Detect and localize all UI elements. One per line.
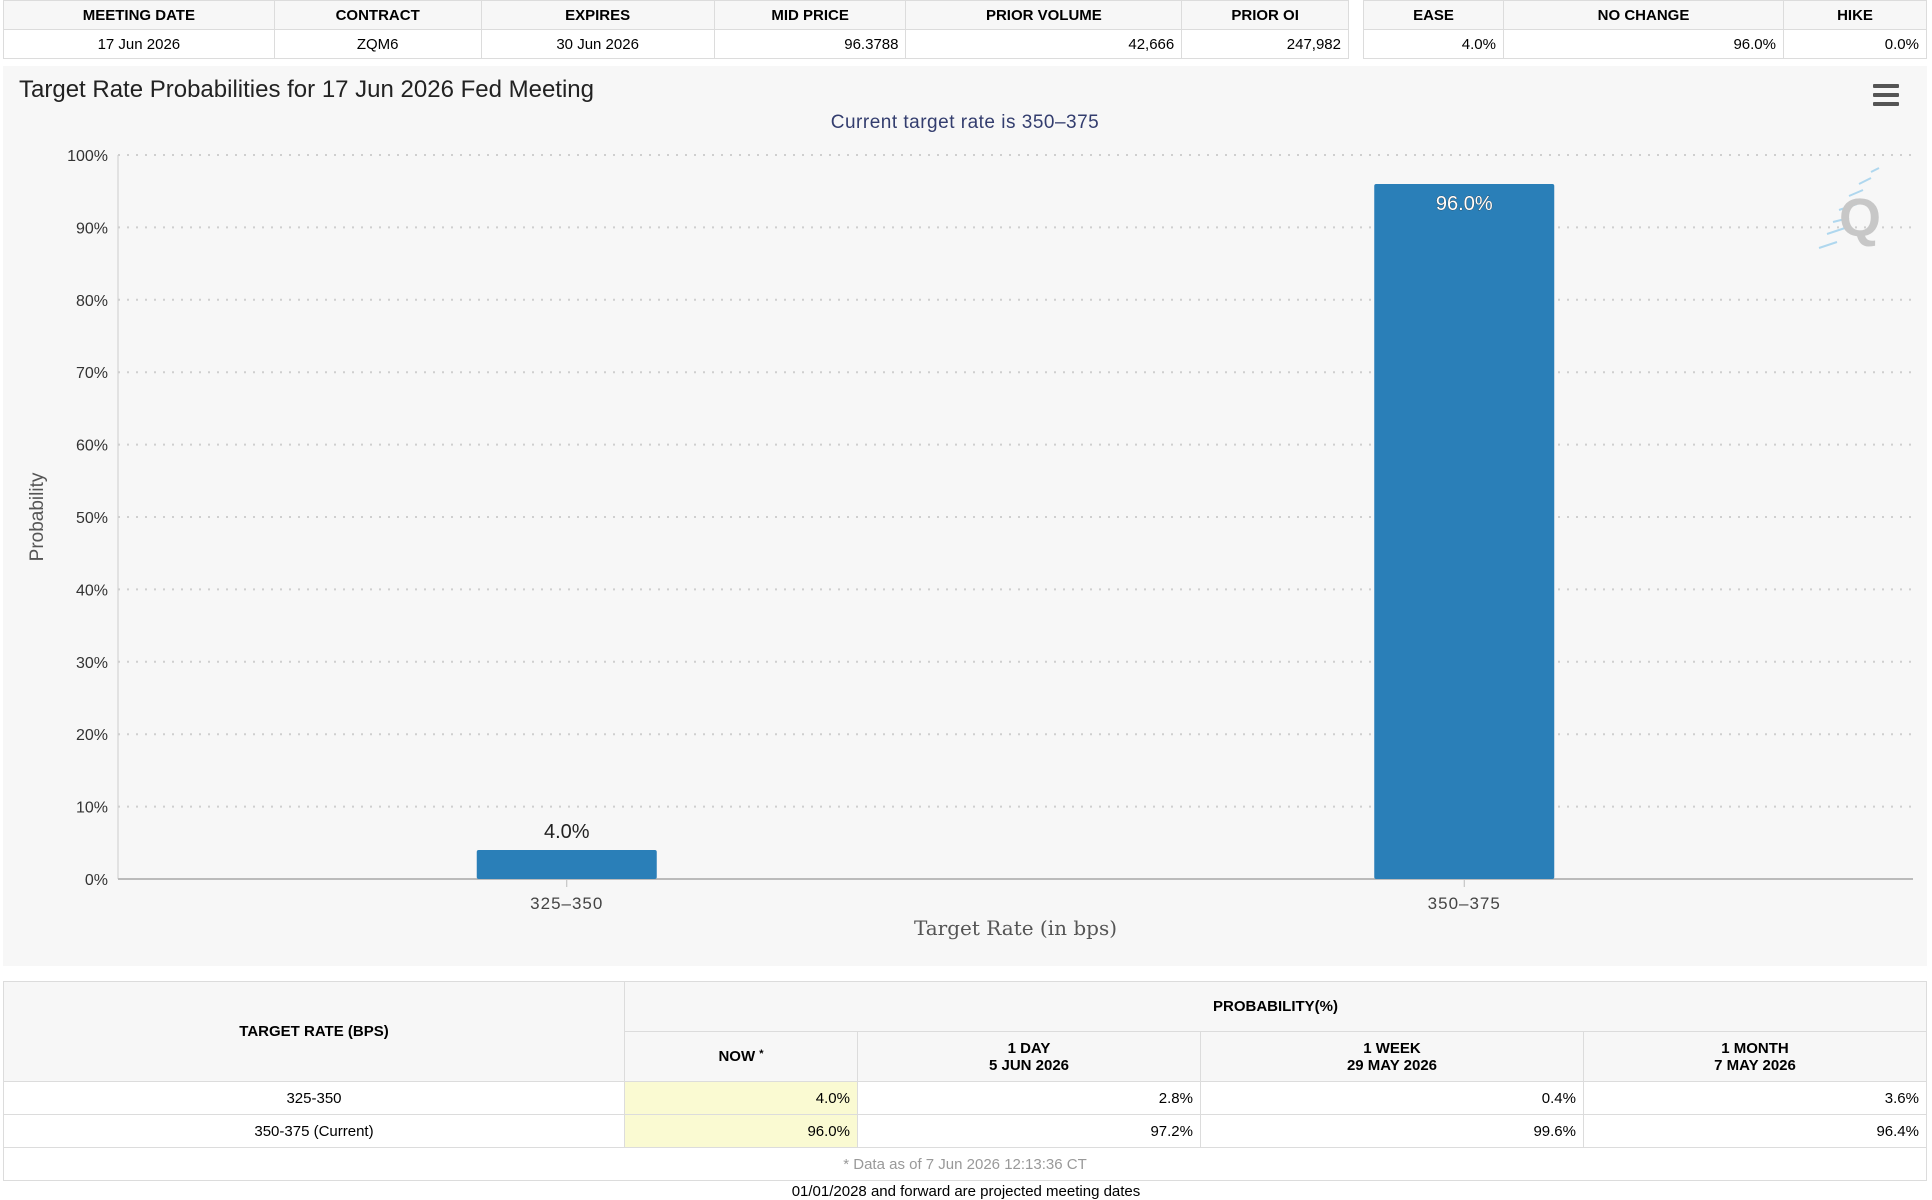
header-hike[interactable]: HIKE: [1783, 0, 1927, 30]
header-meeting-date[interactable]: MEETING DATE: [3, 0, 275, 30]
y-tick-label: 20%: [76, 727, 108, 744]
meeting-date-value: 17 Jun 2026: [3, 29, 275, 59]
y-tick-label: 70%: [76, 365, 108, 382]
prior-oi-value: 247,982: [1181, 29, 1349, 59]
probability-column-row: NOW * 1 DAY 5 JUN 2026 1 WEEK 29 MAY 202…: [4, 1031, 1927, 1082]
y-tick-label: 40%: [76, 582, 108, 599]
header-1-day-label: 1 DAY: [1007, 1039, 1051, 1057]
header-1-month[interactable]: 1 MONTH 7 MAY 2026: [1583, 1031, 1927, 1082]
header-target-rate[interactable]: TARGET RATE (BPS): [3, 981, 625, 1082]
expires-value: 30 Jun 2026: [480, 29, 715, 59]
header-prior-oi[interactable]: PRIOR OI: [1181, 0, 1349, 30]
one-day-value: 2.8%: [857, 1081, 1201, 1115]
one-month-value: 3.6%: [1583, 1081, 1927, 1115]
x-tick-label: 325–350: [530, 894, 603, 913]
summary-data-row: 4.0% 96.0% 0.0%: [1363, 29, 1927, 59]
header-1-day-date: 5 JUN 2026: [988, 1056, 1070, 1074]
y-tick-label: 100%: [67, 148, 108, 165]
y-tick-label: 10%: [76, 800, 108, 817]
contract-header-row: MEETING DATE CONTRACT EXPIRES MID PRICE …: [3, 0, 1349, 30]
summary-header-row: EASE NO CHANGE HIKE: [1363, 0, 1927, 30]
ease-value: 4.0%: [1363, 29, 1504, 59]
now-value: 96.0%: [624, 1114, 858, 1148]
x-tick-label: 350–375: [1428, 894, 1501, 913]
data-timestamp-footnote: * Data as of 7 Jun 2026 12:13:36 CT: [3, 1147, 1927, 1181]
one-week-value: 0.4%: [1200, 1081, 1584, 1115]
projected-dates-note: 01/01/2028 and forward are projected mee…: [791, 1183, 1141, 1200]
y-tick-label: 80%: [76, 293, 108, 310]
bar-chart: 0% 10% 20% 30% 40% 50% 60% 70% 80% 90% 100% 325–350…: [27, 148, 1913, 940]
bar-data-label: 4.0%: [544, 821, 590, 843]
header-1-month-label: 1 MONTH: [1721, 1039, 1789, 1057]
q-logo-icon: Q: [1818, 167, 1881, 249]
contract-table: MEETING DATE CONTRACT EXPIRES MID PRICE …: [3, 0, 1349, 59]
one-week-value: 99.6%: [1200, 1114, 1584, 1148]
y-tick-label: 90%: [76, 220, 108, 237]
footnote-row: * Data as of 7 Jun 2026 12:13:36 CT: [3, 1147, 1927, 1181]
header-1-day[interactable]: 1 DAY 5 JUN 2026: [857, 1031, 1201, 1082]
header-no-change[interactable]: NO CHANGE: [1503, 0, 1784, 30]
no-change-value: 96.0%: [1503, 29, 1784, 59]
header-mid-price[interactable]: MID PRICE: [713, 0, 907, 30]
contract-value: ZQM6: [273, 29, 482, 59]
rate-cell: 350-375 (Current): [3, 1114, 625, 1148]
header-1-week-label: 1 WEEK: [1363, 1039, 1421, 1057]
bar-data-label: 96.0%: [1436, 193, 1493, 215]
one-month-value: 96.4%: [1583, 1114, 1927, 1148]
svg-text:Q: Q: [1839, 188, 1881, 248]
hamburger-menu-icon[interactable]: [1873, 84, 1899, 106]
chart-bar: [476, 850, 657, 879]
header-ease[interactable]: EASE: [1363, 0, 1504, 30]
x-axis-label: Target Rate (in bps): [914, 916, 1117, 940]
one-day-value: 97.2%: [857, 1114, 1201, 1148]
y-tick-label: 60%: [76, 438, 108, 455]
header-1-month-date: 7 MAY 2026: [1714, 1056, 1796, 1074]
table-row: 325-350 4.0% 2.8% 0.4% 3.6%: [3, 1081, 1927, 1115]
chart-panel: 0% 10% 20% 30% 40% 50% 60% 70% 80% 90% 100% 325–350…: [3, 66, 1927, 966]
contract-data-row: 17 Jun 2026 ZQM6 30 Jun 2026 96.3788 42,…: [3, 29, 1349, 59]
probability-table: TARGET RATE (BPS) PROBABILITY(%) NOW * 1…: [3, 981, 1927, 1181]
header-1-week[interactable]: 1 WEEK 29 MAY 2026: [1200, 1031, 1584, 1082]
chart-subtitle: Current target rate is 350–375: [830, 112, 1100, 133]
y-axis-label: Probability: [27, 472, 48, 561]
header-now-asterisk: *: [759, 1048, 764, 1060]
chart-bar: [1374, 183, 1555, 880]
header-contract[interactable]: CONTRACT: [273, 0, 482, 30]
now-value: 4.0%: [624, 1081, 858, 1115]
y-tick-label: 0%: [85, 872, 108, 889]
header-probability: PROBABILITY(%): [624, 981, 1927, 1032]
chart-title: Target Rate Probabilities for 17 Jun 202…: [19, 76, 595, 103]
header-prior-volume[interactable]: PRIOR VOLUME: [905, 0, 1183, 30]
y-tick-label: 50%: [76, 510, 108, 527]
header-now-label: NOW: [718, 1048, 756, 1065]
header-now[interactable]: NOW *: [624, 1031, 858, 1082]
mid-price-value: 96.3788: [713, 29, 907, 59]
probability-group-row: TARGET RATE (BPS) PROBABILITY(%): [3, 981, 1927, 1082]
prior-volume-value: 42,666: [905, 29, 1183, 59]
summary-table: EASE NO CHANGE HIKE 4.0% 96.0% 0.0%: [1363, 0, 1927, 59]
header-1-week-date: 29 MAY 2026: [1346, 1056, 1438, 1074]
hike-value: 0.0%: [1783, 29, 1927, 59]
y-tick-label: 30%: [76, 655, 108, 672]
rate-cell: 325-350: [3, 1081, 625, 1115]
header-expires[interactable]: EXPIRES: [480, 0, 715, 30]
table-row: 350-375 (Current) 96.0% 97.2% 99.6% 96.4…: [3, 1114, 1927, 1148]
